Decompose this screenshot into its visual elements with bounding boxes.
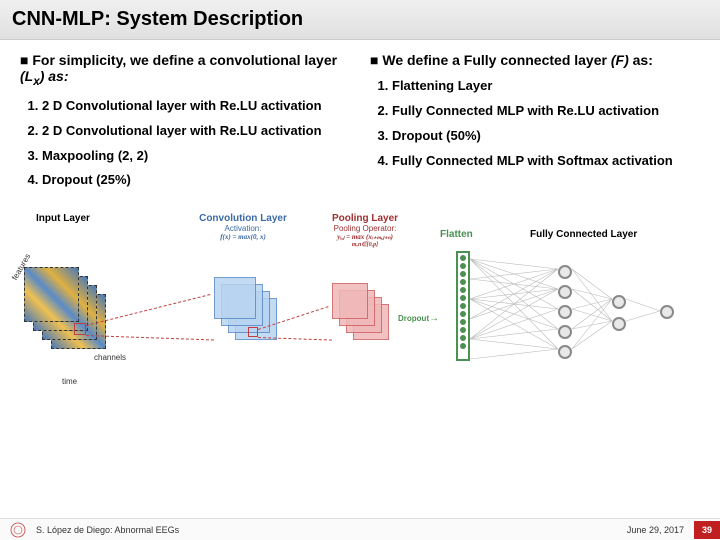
label-input: Input Layer [36, 213, 90, 224]
conv-window-indicator [74, 323, 86, 335]
list-item: Fully Connected MLP with Re.LU activatio… [392, 103, 700, 120]
pool-window-indicator [248, 327, 258, 337]
right-column: ■ We define a Fully connected layer (F) … [370, 52, 700, 197]
content-columns: ■ For simplicity, we define a convolutio… [0, 40, 720, 201]
footer-author: S. López de Diego: Abnormal EEGs [36, 525, 617, 535]
list-item: 2 D Convolutional layer with Re.LU activ… [42, 123, 350, 140]
left-column: ■ For simplicity, we define a convolutio… [20, 52, 350, 197]
list-item: Dropout (25%) [42, 172, 350, 189]
slide-footer: S. López de Diego: Abnormal EEGs June 29… [0, 518, 720, 540]
slide-header: CNN-MLP: System Description [0, 0, 720, 40]
flatten-layer [456, 251, 470, 361]
label-dropout: Dropout→ [398, 313, 439, 324]
list-item: Dropout (50%) [392, 128, 700, 145]
list-item: 2 D Convolutional layer with Re.LU activ… [42, 98, 350, 115]
footer-date: June 29, 2017 [617, 525, 694, 535]
label-flatten: Flatten [440, 229, 473, 240]
architecture-diagram: Input Layer Convolution Layer Activation… [8, 205, 712, 405]
footer-page: 39 [694, 521, 720, 539]
label-fc: Fully Connected Layer [530, 229, 637, 240]
left-title: ■ For simplicity, we define a convolutio… [20, 52, 350, 88]
list-item: Flattening Layer [392, 78, 700, 95]
axis-time: time [62, 377, 77, 386]
slide-title: CNN-MLP: System Description [12, 8, 708, 31]
label-conv: Convolution Layer Activation: f(x) = max… [188, 213, 298, 241]
right-title: ■ We define a Fully connected layer (F) … [370, 52, 700, 68]
axis-channels: channels [94, 353, 126, 362]
list-item: Fully Connected MLP with Softmax activat… [392, 153, 700, 170]
fc-connections [470, 249, 680, 379]
label-pool: Pooling Layer Pooling Operator: yᵢ,ⱼ = m… [310, 213, 420, 248]
logo-icon [6, 521, 30, 539]
right-list: Flattening Layer Fully Connected MLP wit… [370, 78, 700, 170]
list-item: Maxpooling (2, 2) [42, 148, 350, 165]
left-list: 2 D Convolutional layer with Re.LU activ… [20, 98, 350, 190]
